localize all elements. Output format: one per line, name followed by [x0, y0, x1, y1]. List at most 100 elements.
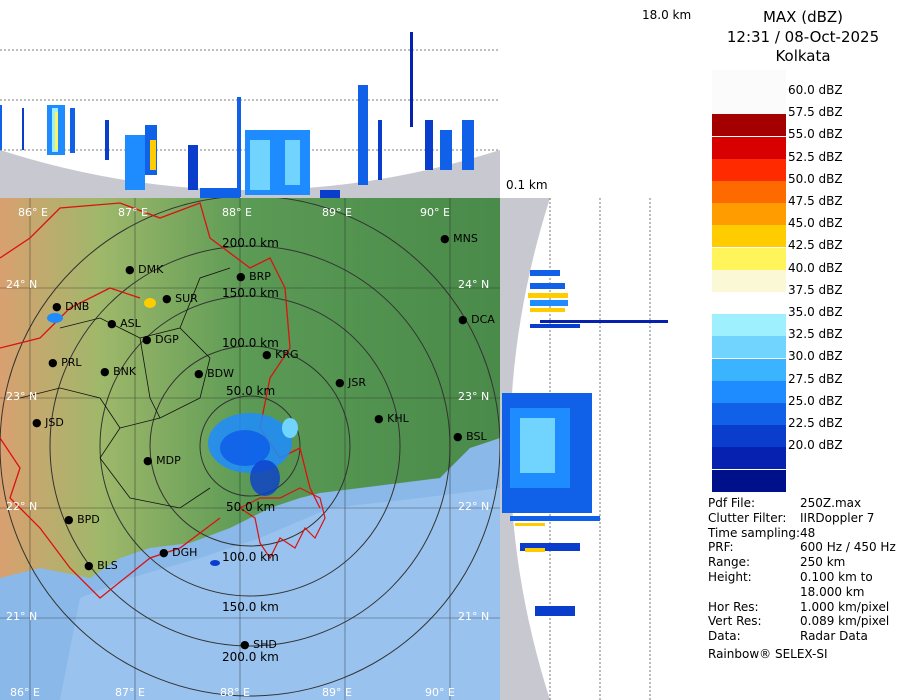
- ring-label-s100: 100.0 km: [222, 550, 279, 564]
- scale-swatch: [712, 447, 786, 469]
- lon-bottom-2: 87° E: [115, 686, 145, 699]
- scale-label: 20.0 dBZ: [788, 438, 843, 452]
- district-borders: [19, 267, 231, 509]
- scale-swatch: [712, 137, 786, 159]
- scale-swatch: [712, 114, 786, 136]
- scale-label: 42.5 dBZ: [788, 238, 843, 252]
- scale-label: 35.0 dBZ: [788, 305, 843, 319]
- lat-left-24: 24° N: [6, 278, 38, 291]
- info-key: Hor Res:: [708, 600, 759, 614]
- software-footer: Rainbow® SELEX-SI: [708, 647, 828, 661]
- lon-top-5: 90° E: [420, 206, 450, 219]
- lat-right-23: 23° N: [458, 390, 490, 403]
- lat-left-23: 23° N: [6, 390, 38, 403]
- info-value: 0.089 km/pixel: [800, 614, 890, 628]
- scale-label: 57.5 dBZ: [788, 105, 843, 119]
- scale-swatch: [712, 336, 786, 358]
- city-bls: ● BLS: [84, 559, 118, 572]
- info-key: Time sampling:: [708, 526, 801, 540]
- city-bdw: ● BDW: [194, 367, 235, 380]
- info-key: Vert Res:: [708, 614, 762, 628]
- info-key: Pdf File:: [708, 496, 756, 510]
- scale-swatch: [712, 292, 786, 314]
- lon-top-4: 89° E: [322, 206, 352, 219]
- info-key: Data:: [708, 629, 741, 643]
- scale-swatch: [712, 248, 786, 270]
- city-jsr: ● JSR: [335, 376, 366, 389]
- lat-right-21: 21° N: [458, 610, 490, 623]
- info-value: 18.000 km: [800, 585, 865, 599]
- rain-echoes: [47, 298, 298, 566]
- lon-top-3: 88° E: [222, 206, 252, 219]
- scale-swatch: [712, 70, 786, 92]
- city-krg: ● KRG: [262, 348, 299, 361]
- scale-label: 25.0 dBZ: [788, 394, 843, 408]
- legend-title: MAX (dBZ): [762, 8, 844, 26]
- ring-label-n200: 200.0 km: [222, 236, 279, 250]
- scale-label: 60.0 dBZ: [788, 83, 843, 97]
- city-dnb: ● DNB: [52, 300, 90, 313]
- city-mdp: ● MDP: [143, 454, 181, 467]
- scale-label: 47.5 dBZ: [788, 194, 843, 208]
- scale-swatch: [712, 225, 786, 247]
- ring-label-n50: 50.0 km: [226, 384, 276, 398]
- scale-swatch: [712, 203, 786, 225]
- info-value: 0.100 km to: [800, 570, 873, 584]
- legend-datetime: 12:31 / 08-Oct-2025: [726, 28, 880, 46]
- legend-station: Kolkata: [775, 47, 831, 65]
- right-cross-section-panel: [500, 198, 700, 700]
- lat-left-21: 21° N: [6, 610, 38, 623]
- radar-map[interactable]: 86° E 87° E 88° E 89° E 90° E 86° E 87° …: [0, 198, 500, 700]
- top-cross-section-panel: [0, 0, 500, 198]
- ring-label-n150: 150.0 km: [222, 286, 279, 300]
- scale-swatch: [712, 425, 786, 447]
- scale-label: 27.5 dBZ: [788, 372, 843, 386]
- info-value: 1.000 km/pixel: [800, 600, 890, 614]
- city-dgh: ● DGH: [159, 546, 198, 559]
- scale-label: 32.5 dBZ: [788, 327, 843, 341]
- right-cross-section-plot: [500, 198, 668, 700]
- city-prl: ● PRL: [48, 356, 82, 369]
- lon-bottom-1: 86° E: [10, 686, 40, 699]
- scale-swatch: [712, 270, 786, 292]
- scale-swatch: [712, 359, 786, 381]
- city-dmk: ● DMK: [125, 263, 164, 276]
- scale-swatch: [712, 92, 786, 114]
- info-value: IIRDoppler 7: [800, 511, 875, 525]
- scale-swatch: [712, 470, 786, 492]
- city-sur: ● SUR: [162, 292, 198, 305]
- right-echo-returns: [502, 270, 668, 616]
- sundarbans-outline: [238, 487, 326, 560]
- scale-swatch: [712, 381, 786, 403]
- top-km-label: 18.0 km: [642, 8, 692, 22]
- lon-top-1: 86° E: [18, 206, 48, 219]
- top-echo-returns: [0, 32, 474, 198]
- cross-section-corner: 18.0 km 0.1 km: [500, 0, 700, 198]
- ring-label-n100: 100.0 km: [222, 336, 279, 350]
- lon-bottom-3: 88° E: [220, 686, 250, 699]
- scale-swatch: [712, 403, 786, 425]
- ring-label-s150: 150.0 km: [222, 600, 279, 614]
- info-key: Height:: [708, 570, 752, 584]
- ring-label-s50: 50.0 km: [226, 500, 276, 514]
- city-bpd: ● BPD: [64, 513, 100, 526]
- lon-bottom-5: 90° E: [425, 686, 455, 699]
- scale-swatch: [712, 181, 786, 203]
- info-key: PRF:: [708, 540, 734, 554]
- scale-label: 22.5 dBZ: [788, 416, 843, 430]
- info-value: 48: [800, 526, 816, 540]
- city-dgp: ● DGP: [142, 333, 179, 346]
- scale-label: 37.5 dBZ: [788, 283, 843, 297]
- city-mns: ● MNS: [440, 232, 478, 245]
- lon-top-2: 87° E: [118, 206, 148, 219]
- scale-label: 55.0 dBZ: [788, 127, 843, 141]
- city-dca: ● DCA: [458, 313, 495, 326]
- info-key: Range:: [708, 555, 751, 569]
- bottom-km-label: 0.1 km: [506, 178, 548, 192]
- lat-right-24: 24° N: [458, 278, 490, 291]
- info-value: Radar Data: [800, 629, 868, 643]
- city-jsd: ● JSD: [32, 416, 64, 429]
- city-shd: ● SHD: [240, 638, 277, 651]
- info-key: Clutter Filter:: [708, 511, 787, 525]
- top-cross-section-plot: [0, 32, 500, 198]
